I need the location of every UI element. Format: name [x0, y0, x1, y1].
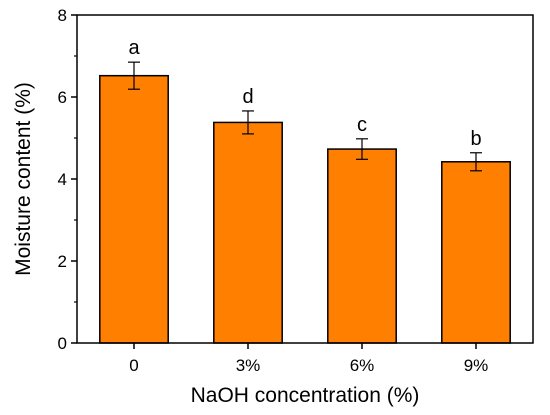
significance-label: b — [470, 128, 481, 150]
y-tick-label: 4 — [58, 170, 67, 189]
x-tick-label: 0 — [129, 356, 138, 375]
bars-layer — [99, 74, 511, 344]
significance-label: a — [128, 37, 140, 59]
y-tick-label: 2 — [58, 252, 67, 271]
error-bars-layer — [128, 61, 482, 172]
bar — [441, 161, 511, 344]
x-tick-label: 3% — [236, 356, 261, 375]
x-ticks-layer: 0 3% 6% 9% — [129, 343, 488, 375]
x-tick-label: 9% — [464, 356, 489, 375]
x-axis-title: NaOH concentration (%) — [191, 384, 420, 407]
y-tick-label: 0 — [58, 334, 67, 353]
significance-labels-layer: a d c b — [128, 37, 481, 150]
bar — [99, 74, 169, 344]
y-tick-label: 6 — [58, 88, 67, 107]
significance-label: d — [242, 86, 253, 108]
bar — [213, 121, 283, 344]
y-tick-label: 8 — [58, 6, 67, 25]
x-tick-label: 6% — [350, 356, 375, 375]
y-axis-title: Moisture content (%) — [12, 82, 35, 276]
significance-label: c — [357, 114, 367, 136]
y-ticks-layer: 0 2 4 6 8 — [58, 6, 77, 353]
bar — [327, 148, 397, 344]
